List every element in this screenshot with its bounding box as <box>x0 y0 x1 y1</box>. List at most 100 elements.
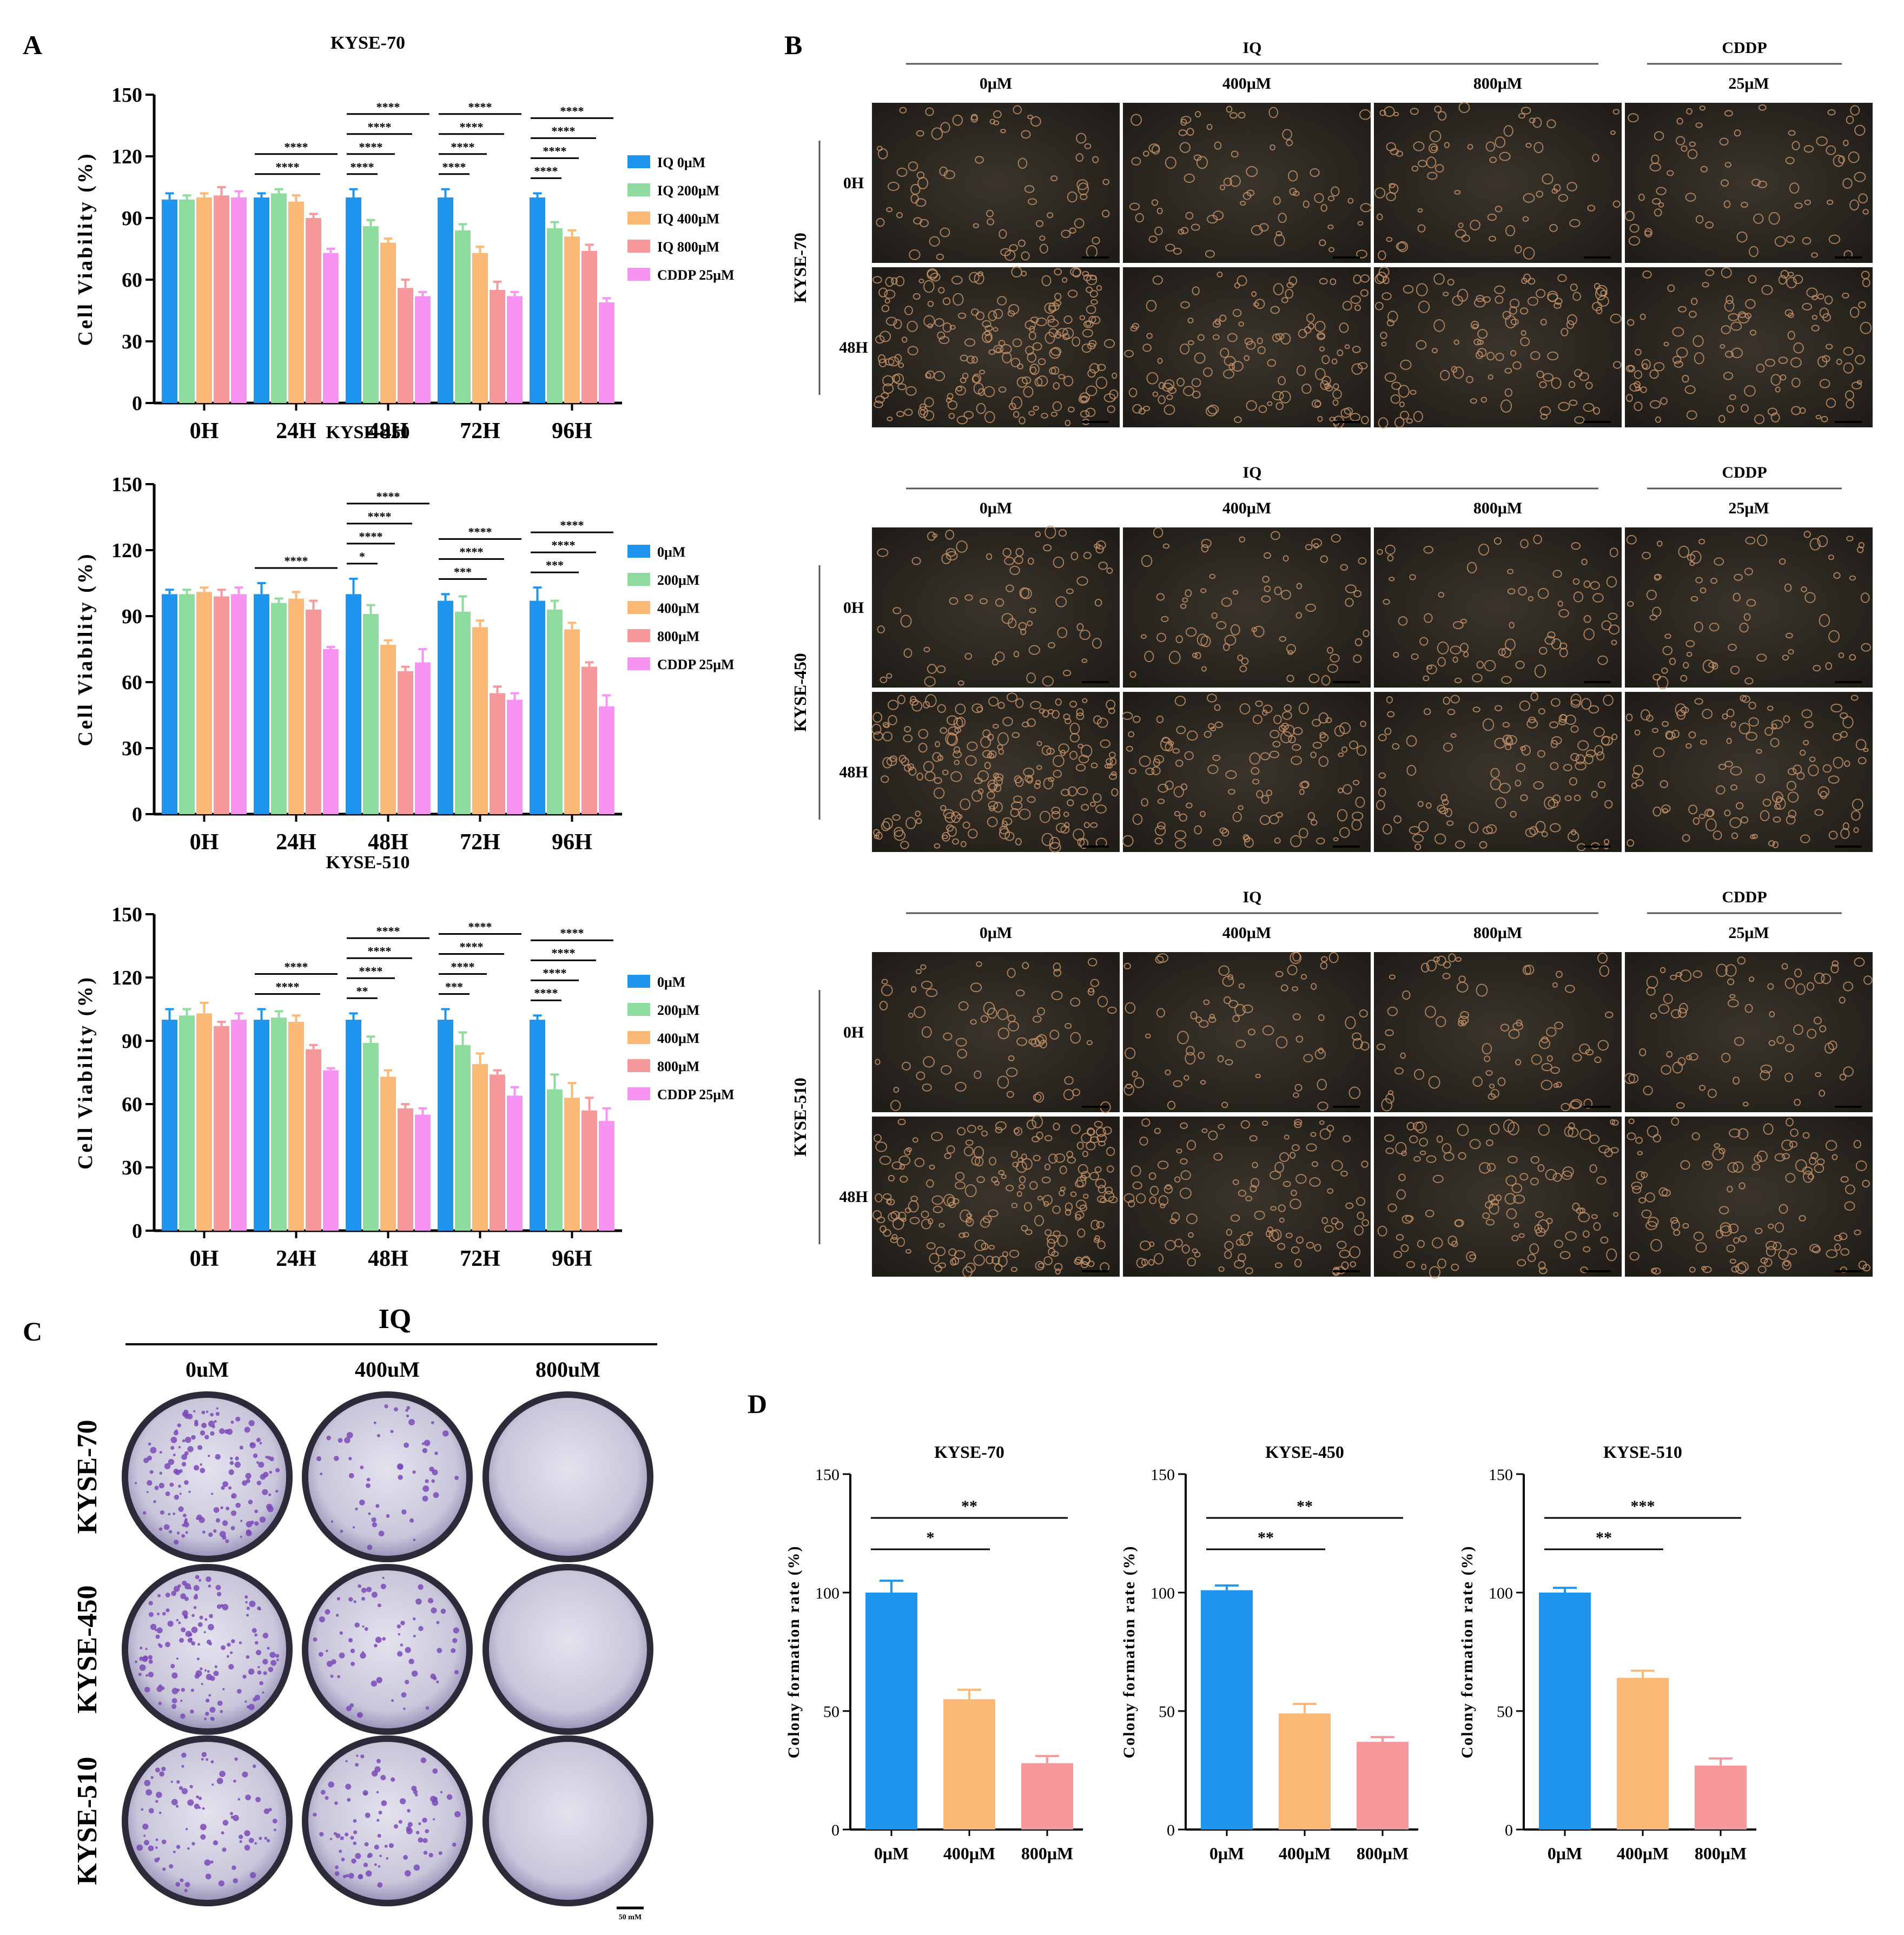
cell <box>1151 766 1161 775</box>
cell <box>963 411 974 419</box>
legend-label: CDDP 25μM <box>657 1087 735 1102</box>
cell <box>1090 822 1098 828</box>
cell <box>1517 1259 1526 1267</box>
cell <box>1460 1011 1469 1019</box>
colony <box>235 1502 241 1508</box>
cell <box>886 757 897 767</box>
cell <box>1318 756 1328 767</box>
cell <box>1661 1065 1671 1075</box>
colony <box>199 1579 202 1582</box>
cell <box>974 1156 984 1167</box>
cell <box>955 385 966 396</box>
cell <box>1083 822 1090 828</box>
cell <box>1387 1203 1397 1212</box>
cell <box>1075 1213 1081 1221</box>
cell <box>970 1019 977 1025</box>
cell <box>1021 1225 1028 1232</box>
cell <box>1158 1195 1169 1206</box>
cell <box>1032 1115 1043 1128</box>
cell <box>946 1145 955 1154</box>
colony <box>433 1818 435 1821</box>
cell <box>1634 401 1643 411</box>
cell <box>949 325 956 330</box>
cell <box>1421 1264 1427 1270</box>
cell <box>1035 531 1041 538</box>
colony <box>225 1539 229 1543</box>
cell <box>1803 531 1811 538</box>
legend-swatch <box>627 1087 650 1100</box>
cell <box>1004 250 1016 261</box>
cell <box>1680 969 1692 982</box>
cell <box>1641 359 1651 370</box>
cell <box>1270 306 1280 314</box>
colony <box>340 1836 344 1840</box>
cell <box>1529 117 1536 124</box>
cell <box>988 1245 995 1250</box>
cell <box>1727 1186 1733 1193</box>
cell <box>1350 413 1360 421</box>
cell <box>984 325 993 332</box>
colony <box>193 1465 200 1471</box>
cell <box>1539 381 1547 388</box>
cell <box>1075 764 1086 772</box>
cell <box>1830 964 1839 974</box>
colony <box>378 1530 385 1537</box>
cell <box>1044 1164 1051 1171</box>
cell <box>1065 718 1072 724</box>
cell <box>1185 1052 1196 1065</box>
cell <box>1270 144 1275 151</box>
colony <box>353 1841 357 1845</box>
colony <box>397 1651 403 1657</box>
colony <box>193 1584 200 1591</box>
cell <box>1454 677 1462 684</box>
cell <box>1317 333 1325 339</box>
cell <box>875 395 885 404</box>
y-tick-label: 50 <box>823 1703 839 1721</box>
cell <box>1678 1007 1687 1018</box>
bar <box>214 195 229 403</box>
cell <box>886 673 892 679</box>
cell <box>1331 534 1341 543</box>
cell <box>1695 1242 1707 1253</box>
cell <box>1081 804 1089 811</box>
cell <box>971 703 983 714</box>
cell <box>1819 1025 1827 1033</box>
cell <box>898 755 907 763</box>
cell <box>923 646 930 652</box>
cell <box>911 557 921 565</box>
cell <box>1756 749 1762 754</box>
time-label: 0H <box>843 174 864 192</box>
cell <box>1094 598 1102 607</box>
plate-well <box>489 1742 647 1900</box>
cell <box>1775 1222 1784 1233</box>
cell <box>1700 739 1708 745</box>
cell <box>1278 376 1286 386</box>
cell <box>1790 1128 1799 1137</box>
x-tick-label: 0H <box>190 419 219 444</box>
cell <box>987 780 999 791</box>
cell <box>1801 709 1813 718</box>
cell <box>1678 545 1690 558</box>
legend-swatch <box>627 183 650 196</box>
legend-swatch <box>627 212 650 224</box>
cell <box>1156 715 1164 723</box>
colony <box>424 1439 431 1447</box>
cell <box>1112 372 1118 379</box>
colony <box>142 1655 148 1661</box>
cell <box>1437 641 1449 655</box>
cell <box>1078 755 1089 764</box>
y-tick-label: 90 <box>122 605 142 628</box>
cell <box>874 1134 882 1142</box>
cell <box>884 358 895 366</box>
cell <box>1374 274 1385 285</box>
legend-swatch <box>627 573 650 586</box>
y-tick-label: 120 <box>111 146 142 168</box>
colony <box>194 1674 200 1679</box>
cell <box>1695 215 1704 224</box>
colony <box>242 1480 248 1486</box>
cell <box>1186 1213 1198 1225</box>
colony <box>201 1422 207 1428</box>
cell <box>1103 393 1116 402</box>
cell <box>1108 1196 1118 1204</box>
cell <box>1839 996 1846 1004</box>
